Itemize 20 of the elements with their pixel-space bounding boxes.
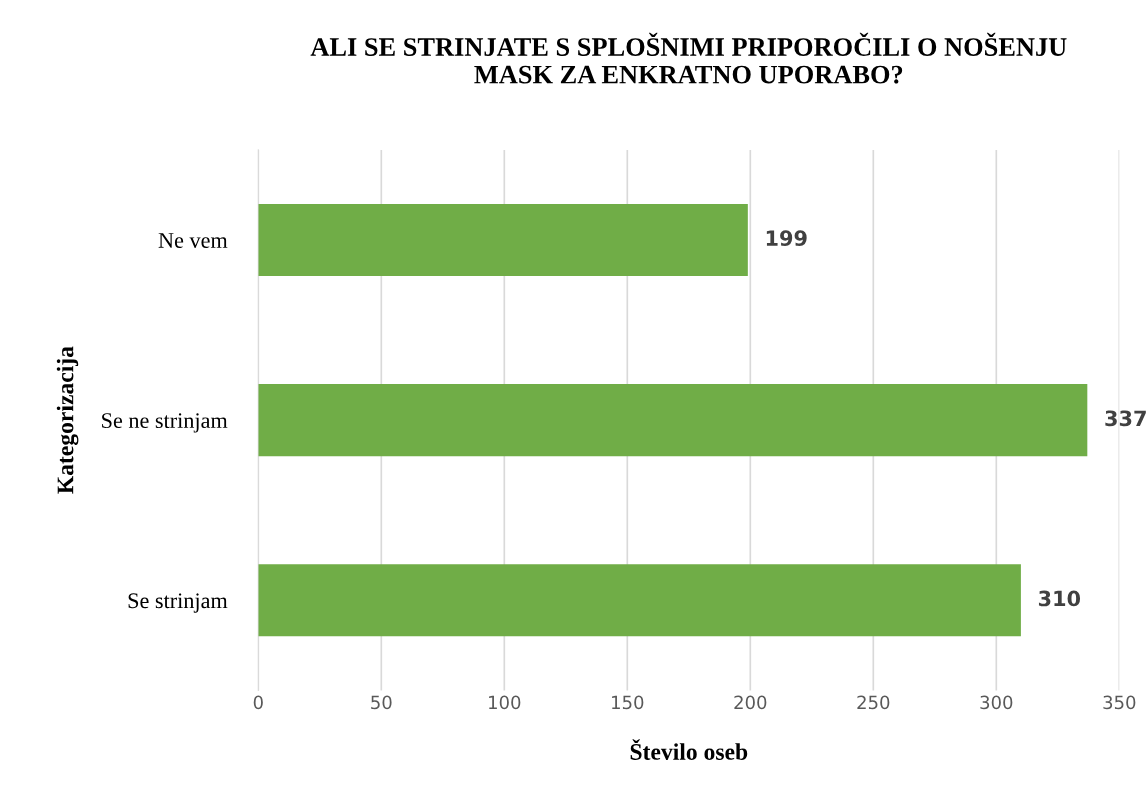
y-tick-label: Ne vem bbox=[158, 233, 228, 248]
bar bbox=[258, 203, 748, 277]
data-label: 310 bbox=[1038, 590, 1081, 607]
x-tick-label: 0 bbox=[253, 695, 263, 710]
bar bbox=[258, 564, 1021, 637]
x-tick-label: 50 bbox=[371, 695, 392, 710]
data-label: 337 bbox=[1105, 410, 1146, 427]
x-tick-label: 250 bbox=[857, 695, 890, 710]
x-tick-label: 300 bbox=[980, 695, 1013, 710]
x-tick-label: 100 bbox=[489, 695, 521, 710]
x-tick-label: 150 bbox=[612, 695, 644, 710]
bar bbox=[258, 384, 1088, 457]
x-tick-label: 350 bbox=[1103, 695, 1136, 710]
y-tick-label: Se strinjam bbox=[128, 593, 228, 613]
y-axis-title: Kategorizacija bbox=[56, 346, 79, 494]
chart-title: ALI SE STRINJATE S SPLOŠNIMI PRIPOROČILI O NOŠENJU MASK ZA ENKRATNO UPORABO? bbox=[310, 32, 1067, 84]
x-tick-label: 200 bbox=[734, 695, 767, 710]
y-tick-label: Se ne strinjam bbox=[102, 413, 228, 433]
x-axis-title: Število oseb bbox=[630, 739, 748, 760]
data-label: 199 bbox=[766, 230, 807, 247]
